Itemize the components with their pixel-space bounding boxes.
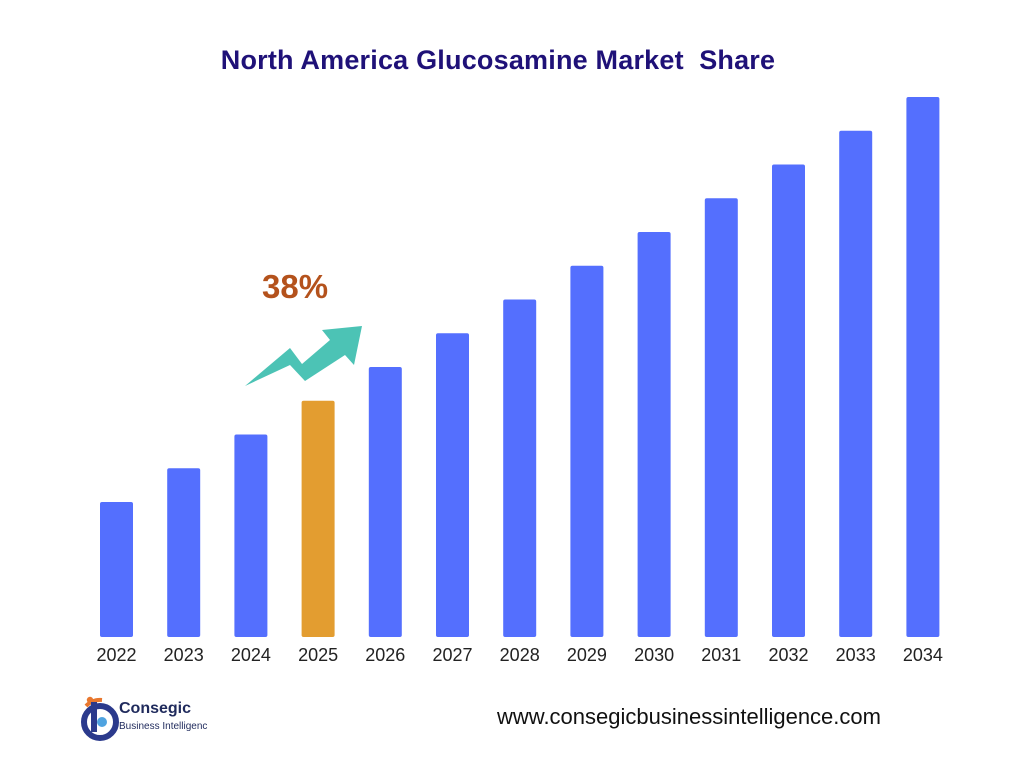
logo-subtitle: Business Intelligenc [119,721,208,732]
x-tick-label: 2033 [836,645,876,665]
bar-2027 [436,333,469,637]
x-tick-label: 2032 [768,645,808,665]
x-tick-label: 2028 [500,645,540,665]
x-tick-label: 2029 [567,645,607,665]
bar-2029 [570,265,604,637]
bar-chart: 2022 2023 2024 2025 2026 2027 2028 2029 2030 2031… [96,97,943,665]
bar-2026 [368,367,402,637]
x-tick-label: 2031 [701,645,741,665]
x-tick-label: 2025 [298,645,338,665]
bar-2022 [100,502,133,637]
chart-title: North America Glucosamine Market Share [220,45,776,75]
bar-2024 [234,434,268,637]
x-tick-label: 2022 [96,645,136,665]
x-tick-label: 2034 [903,645,943,665]
bars-group [100,97,940,637]
x-tick-label: 2023 [164,645,204,665]
bar-2033 [839,130,873,637]
bar-2023 [167,468,201,637]
x-tick-labels: 2022 2023 2024 2025 2026 2027 2028 2029 2030 2031… [96,645,942,665]
x-tick-label: 2030 [634,645,674,665]
trend-arrow-icon [245,326,362,386]
website-url: www.consegicbusinessintelligence.com [497,704,881,729]
bar-2032 [772,164,805,637]
bar-2031 [704,198,738,637]
x-tick-label: 2026 [365,645,405,665]
bar-2034 [906,97,940,637]
company-logo: Consegic Business Intelligenc [76,694,226,746]
logo-b-icon [81,696,119,741]
x-tick-label: 2024 [231,645,271,665]
growth-percentage-label: 38% [262,268,328,305]
arrow-shape [245,326,362,386]
bar-2025 [301,400,335,637]
logo-name: Consegic [119,700,192,717]
bar-2030 [637,232,671,637]
bar-2028 [503,299,537,637]
x-tick-label: 2027 [432,645,472,665]
